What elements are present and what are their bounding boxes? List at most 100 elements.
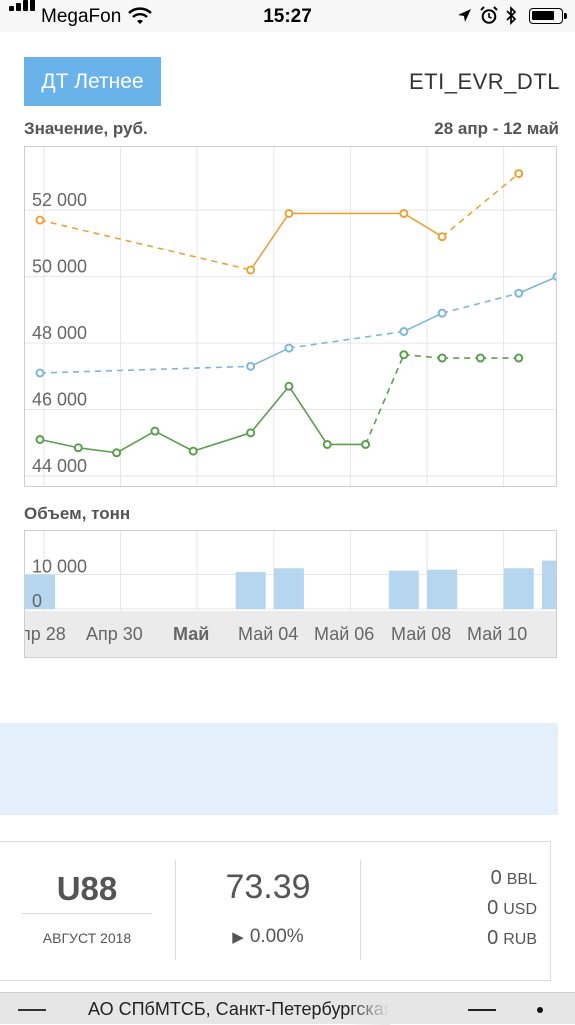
volume-rub: 0 RUB [487,927,537,949]
x-tick-label: Май 06 [314,624,374,644]
site-name[interactable]: АО СПбМТСБ, Санкт-Петербургская [88,999,388,1019]
series-line-segment [441,172,520,238]
series-line-segment [403,212,443,238]
series-line-segment [288,330,404,349]
y-tick-label: 46 000 [32,390,87,410]
data-point [35,368,45,378]
series-line-segment [250,347,290,368]
series-line-segment [192,432,251,452]
info-banner [0,723,558,815]
triangle-right-icon: ▶ [232,929,244,946]
price-chart-svg: 44 000 46 000 48 000 50 000 52 000 [25,147,562,486]
series-line-segment [364,354,405,445]
y-tick-label: 0 [32,591,42,611]
y-tick-label: 44 000 [32,456,87,476]
data-point [437,353,447,363]
volume-bar [503,568,534,609]
data-point [246,361,256,371]
series-line-segment [39,219,251,271]
wifi-icon [128,7,152,24]
series-line-segment [39,365,251,374]
price-change-value: 0.00% [249,926,304,947]
price-change: ▶ 0.00% [176,926,360,948]
minimize-icon[interactable] [468,1009,496,1011]
series-line-segment [249,213,290,271]
data-point [188,446,198,456]
y-tick-label: 48 000 [32,323,87,343]
volume-bar [273,568,304,609]
price-chart[interactable]: 44 000 46 000 48 000 50 000 52 000 [24,146,562,487]
data-point [284,208,294,218]
series-line-segment [403,353,443,359]
battery-icon [529,8,567,24]
clock: 15:27 [263,6,312,27]
y-tick-label: 50 000 [32,257,87,277]
browser-footer: АО СПбМТСБ, Санкт-Петербургская [0,992,575,1025]
instrument-selector-button[interactable]: ДТ Летнее [24,57,161,106]
card-divider [175,860,176,960]
volume-bar [542,560,556,609]
x-tick-label: Май [173,624,209,644]
volume-chart-svg: 0 10 000 пр 28 Апр 30 Май Май 04 Май 06 Май 08 М… [25,531,556,644]
contract-card [0,841,551,981]
series-line-segment [288,385,328,445]
data-point [399,326,409,336]
data-point [284,381,294,391]
volume-chart[interactable]: 0 10 000 пр 28 Апр 30 Май Май 04 Май 06 Май 08 М… [24,530,557,658]
data-point [322,439,332,449]
data-point [514,169,524,179]
back-swipe-icon[interactable] [18,1009,46,1011]
bluetooth-icon [506,6,517,25]
contract-month: АВГУСТ 2018 [42,930,132,946]
data-point [552,272,562,282]
data-point [437,308,447,318]
carrier-name: MegaFon [41,6,122,27]
x-axis-band [25,611,556,657]
data-point [112,448,122,458]
data-point [246,265,256,275]
series-line-segment [78,446,117,454]
y-tick-label: 10 000 [32,556,87,576]
data-point [150,426,160,436]
data-point [35,434,45,444]
volume-bar [235,572,266,609]
series-line-segment [441,292,519,314]
data-point [246,428,256,438]
y-tick-label: 52 000 [32,190,87,210]
data-point [437,232,447,242]
volume-usd: 0 USD [487,897,537,919]
contract-divider [22,913,152,914]
data-point [514,288,524,298]
data-point [514,353,524,363]
more-dot-icon[interactable] [537,1007,543,1013]
series-line-segment [250,385,290,434]
data-point [475,353,485,363]
volume-bbl: 0 BBL [490,867,537,889]
last-price: 73.39 [225,868,311,906]
series-line-segment [39,438,79,449]
contract-code: U88 [56,870,118,907]
alarm-icon [480,6,498,24]
data-point [284,343,294,353]
series-line-segment [403,312,443,333]
series-line-segment [154,430,194,452]
x-tick-label: Апр 30 [86,624,143,644]
card-divider [360,860,361,960]
data-point [73,443,83,453]
volume-bar [25,574,55,609]
status-bar: MegaFon 15:27 [0,0,575,32]
volume-bar [388,570,419,609]
x-tick-label: пр 28 [25,624,66,644]
data-point [399,350,409,360]
data-point [361,439,371,449]
date-range: 28 апр - 12 май [434,119,559,138]
x-tick-label: Май 08 [391,624,451,644]
series-line-segment [518,275,558,294]
volume-chart-label: Объем, тонн [24,504,131,523]
x-tick-label: Май 10 [467,624,527,644]
series-line-segment [116,430,156,454]
data-point [399,208,409,218]
x-tick-label: Май 04 [238,624,298,644]
price-chart-label: Значение, руб. [24,119,148,138]
instrument-code: ETI_EVR_DTL [409,69,560,94]
